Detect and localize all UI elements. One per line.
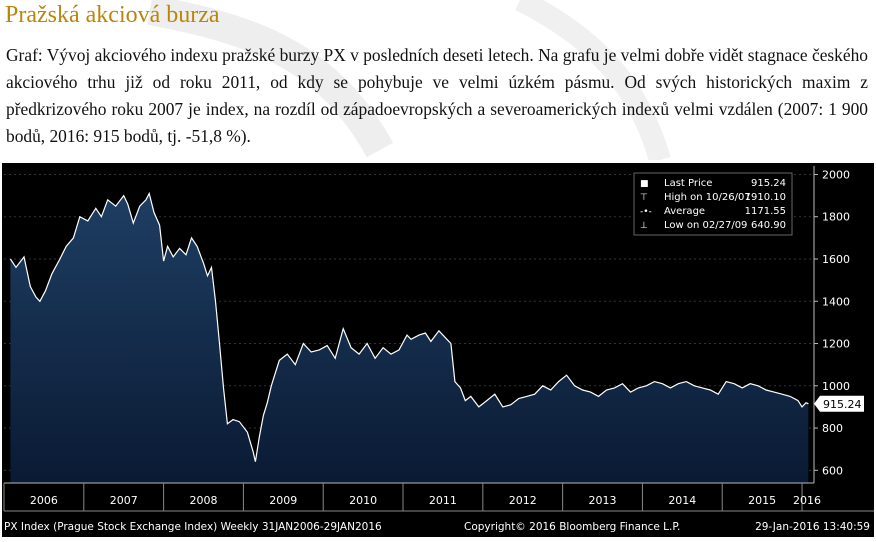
y-tick-label: 1000 [822, 380, 850, 393]
last-price-label: 915.24 [823, 398, 862, 411]
y-tick-label: 1800 [822, 211, 850, 224]
legend-marker: -•- [640, 207, 652, 217]
y-tick-label: 1600 [822, 253, 850, 266]
legend-value: 1171.55 [745, 206, 786, 217]
x-tick-label: 2012 [509, 494, 537, 507]
legend-label: Low on 02/27/09 [664, 220, 747, 231]
footer-center: Copyright© 2016 Bloomberg Finance L.P. [464, 521, 680, 533]
x-tick-label: 2009 [269, 494, 297, 507]
x-tick-label: 2008 [190, 494, 218, 507]
legend-value: 915.24 [751, 178, 786, 189]
chart-panel: 600 800 1000 1200 1400 1600 1800 2000 2006 2007 2… [2, 163, 874, 537]
x-tick-label: 2015 [748, 494, 776, 507]
series-line [9, 191, 809, 462]
page-title: Pražská akciová burza [5, 2, 220, 28]
x-tick-label: 2006 [30, 494, 58, 507]
legend-marker: ⊥ [640, 221, 648, 231]
x-tick-label: 2014 [668, 494, 696, 507]
px-index-chart: 600 800 1000 1200 1400 1600 1800 2000 2006 2007 2… [3, 166, 874, 533]
legend-value: 1910.10 [745, 192, 786, 203]
legend-label: Average [664, 206, 705, 217]
x-tick-label: 2016 [793, 494, 821, 507]
x-tick-label: 2010 [349, 494, 377, 507]
legend-marker: ■ [640, 179, 649, 189]
x-tick-label: 2013 [589, 494, 617, 507]
legend-marker: ⊤ [640, 193, 648, 203]
chart-description: Graf: Vývoj akciového indexu pražské bur… [6, 45, 868, 146]
y-tick-label: 1200 [822, 338, 850, 351]
legend-label: High on 10/26/07 [664, 192, 751, 203]
legend-value: 640.90 [751, 220, 786, 231]
y-tick-label: 600 [822, 464, 843, 477]
legend-box [633, 172, 793, 236]
footer-left: PX Index (Prague Stock Exchange Index) W… [4, 521, 382, 533]
y-tick-label: 800 [822, 422, 843, 435]
last-price-marker [814, 395, 864, 412]
y-tick-label: 1400 [822, 295, 850, 308]
y-tick-label: 2000 [822, 168, 850, 181]
legend-label: Last Price [664, 178, 712, 189]
x-tick-label: 2011 [429, 494, 457, 507]
x-tick-label: 2007 [110, 494, 138, 507]
footer-right: 29-Jan-2016 13:40:59 [755, 521, 870, 533]
